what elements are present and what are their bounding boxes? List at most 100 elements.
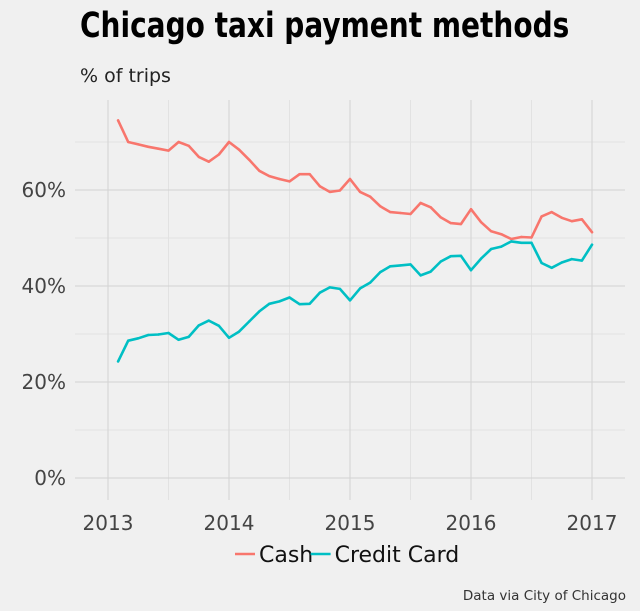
data-point xyxy=(127,339,130,342)
data-point xyxy=(298,173,301,176)
data-point xyxy=(237,330,241,333)
data-point xyxy=(479,221,483,224)
data-point xyxy=(147,333,150,337)
data-point xyxy=(490,247,493,251)
data-point xyxy=(268,302,271,305)
data-point xyxy=(540,261,543,265)
data-point xyxy=(570,220,573,223)
data-point xyxy=(177,140,180,144)
data-point xyxy=(358,190,362,194)
x-tick-label: 2014 xyxy=(204,511,255,535)
data-point xyxy=(429,270,432,273)
data-point xyxy=(248,158,251,161)
x-tick-label: 2017 xyxy=(567,511,618,535)
data-point xyxy=(510,237,513,241)
data-point xyxy=(127,140,130,144)
y-tick-label: 60% xyxy=(22,178,66,202)
data-point xyxy=(328,286,331,289)
data-point xyxy=(419,201,422,205)
data-point xyxy=(137,143,140,146)
data-point xyxy=(449,221,452,225)
data-point xyxy=(318,185,321,188)
data-point xyxy=(217,324,221,327)
data-point xyxy=(459,222,463,226)
data-point xyxy=(197,324,200,327)
data-point xyxy=(530,236,533,239)
data-point xyxy=(379,205,382,208)
data-point xyxy=(137,337,140,340)
data-point xyxy=(580,259,584,262)
data-point xyxy=(469,208,473,211)
data-point xyxy=(580,218,584,221)
data-point xyxy=(227,336,231,339)
data-point xyxy=(288,180,291,183)
data-point xyxy=(530,241,533,244)
data-point xyxy=(358,287,362,290)
data-point xyxy=(338,189,342,192)
data-point xyxy=(167,331,170,335)
legend-label: Cash xyxy=(259,543,313,568)
data-point xyxy=(207,319,210,322)
data-point xyxy=(318,291,321,294)
data-point xyxy=(520,241,523,244)
data-point xyxy=(207,160,210,163)
y-tick-label: 40% xyxy=(22,274,66,298)
data-point xyxy=(369,195,372,198)
data-point xyxy=(429,206,432,209)
data-point xyxy=(157,147,160,150)
data-point xyxy=(348,299,352,302)
data-point xyxy=(560,261,563,264)
data-point xyxy=(157,333,160,336)
data-point xyxy=(348,177,352,181)
x-tick-label: 2015 xyxy=(325,511,376,535)
data-point xyxy=(439,216,442,219)
data-point xyxy=(409,212,412,216)
data-point xyxy=(510,240,513,243)
data-point xyxy=(369,281,372,284)
data-point xyxy=(308,302,311,305)
data-point xyxy=(479,257,483,260)
data-point xyxy=(490,230,493,233)
data-point xyxy=(268,174,271,178)
data-point xyxy=(167,149,170,152)
data-point xyxy=(550,266,553,269)
data-point xyxy=(227,140,231,144)
x-tick-label: 2016 xyxy=(446,511,497,535)
y-tick-label: 20% xyxy=(22,370,66,394)
chart-title: Chicago taxi payment methods xyxy=(80,6,570,46)
x-tick-label: 2013 xyxy=(83,511,134,535)
y-axis-ticks: 0% 20% 40% 60% xyxy=(22,178,66,490)
data-point xyxy=(187,144,190,147)
data-point xyxy=(197,155,200,159)
series-line-cash xyxy=(116,119,594,241)
data-point xyxy=(217,153,221,156)
data-point xyxy=(520,235,523,239)
data-point xyxy=(248,320,251,323)
data-point xyxy=(449,255,452,258)
data-point xyxy=(237,148,241,151)
chart-subtitle: % of trips xyxy=(80,65,171,87)
data-point xyxy=(308,173,311,176)
data-point xyxy=(560,216,563,219)
data-point xyxy=(590,231,594,234)
data-point xyxy=(550,210,553,214)
data-point xyxy=(177,338,180,341)
data-point xyxy=(147,145,150,148)
series-lines xyxy=(116,119,594,363)
data-point xyxy=(500,245,503,248)
legend: Cash Credit Card xyxy=(235,543,459,568)
chart-caption: Data via City of Chicago xyxy=(462,588,626,604)
data-point xyxy=(570,257,573,261)
data-point xyxy=(278,300,281,303)
series-line-credit-card xyxy=(116,240,594,363)
data-point xyxy=(278,177,281,181)
data-point xyxy=(399,264,402,267)
data-point xyxy=(540,215,543,218)
data-point xyxy=(288,296,291,299)
data-point xyxy=(469,269,473,272)
x-axis-ticks: 2013 2014 2015 2016 2017 xyxy=(83,511,618,535)
data-point xyxy=(439,260,442,263)
data-point xyxy=(590,243,594,246)
data-point xyxy=(500,233,503,236)
